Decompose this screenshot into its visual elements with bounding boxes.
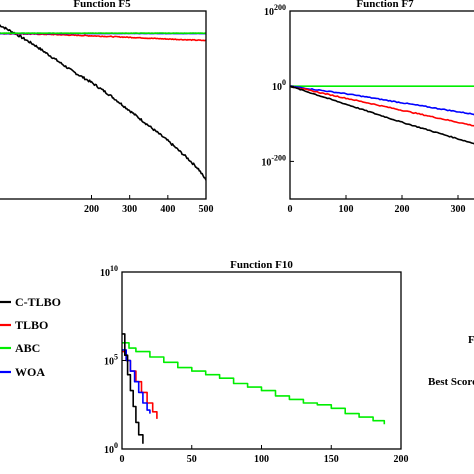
f10-y-tick-label: 1010 xyxy=(100,264,118,279)
f7-series-line xyxy=(290,85,474,145)
f5-series-line xyxy=(0,32,206,42)
f5-x-tick-label: 200 xyxy=(84,204,99,215)
f10-x-tick-label: 200 xyxy=(394,454,409,465)
legend-label: WOA xyxy=(15,365,45,379)
f7-x-tick-label: 300 xyxy=(451,204,466,215)
f7-y-tick-label: 10-200 xyxy=(261,153,286,168)
legend-label: TLBO xyxy=(15,318,48,332)
f10-y-tick-label: 100 xyxy=(104,441,118,456)
f5-x-tick-label: 400 xyxy=(160,204,175,215)
legend-label: ABC xyxy=(15,341,40,355)
f7-series-line xyxy=(290,85,474,127)
side-letter: F xyxy=(468,334,474,346)
f10-x-tick-label: 50 xyxy=(187,454,197,465)
f5-title: Function F5 xyxy=(73,0,131,10)
legend-label: C-TLBO xyxy=(15,295,61,309)
chart-function-f5: 200 300 400 500 Function F5 xyxy=(0,0,214,215)
f10-title: Function F10 xyxy=(230,259,293,271)
f5-series-line xyxy=(0,24,206,181)
f7-axes-frame xyxy=(289,10,474,200)
f10-x-tick-label: 0 xyxy=(120,454,125,465)
f5-axes-frame xyxy=(0,10,207,200)
side-label: Best Score xyxy=(428,376,474,388)
f7-x-tick-label: 100 xyxy=(339,204,354,215)
f7-title: Function F7 xyxy=(356,0,414,10)
f10-series-line xyxy=(122,342,386,425)
f7-series-line xyxy=(290,85,474,116)
f7-y-tick-label: 100 xyxy=(272,78,286,93)
chart-function-f7: 10200 100 10-200 0 100 200 300 Function F7 xyxy=(261,0,474,215)
f7-y-tick-label: 10200 xyxy=(264,3,286,18)
f7-x-tick-label: 200 xyxy=(395,204,410,215)
f10-series-line xyxy=(122,349,151,414)
f10-x-tick-label: 100 xyxy=(254,454,269,465)
f10-series-line xyxy=(122,333,144,444)
f10-x-tick-label: 150 xyxy=(324,454,339,465)
legend: C-TLBO TLBO ABC WOA xyxy=(0,295,61,379)
side-fragment: F Best Score xyxy=(428,334,474,388)
f10-y-tick-label: 105 xyxy=(104,353,118,368)
f7-x-tick-label: 0 xyxy=(288,204,293,215)
f5-x-tick-label: 500 xyxy=(199,204,214,215)
f5-x-tick-label: 300 xyxy=(122,204,137,215)
